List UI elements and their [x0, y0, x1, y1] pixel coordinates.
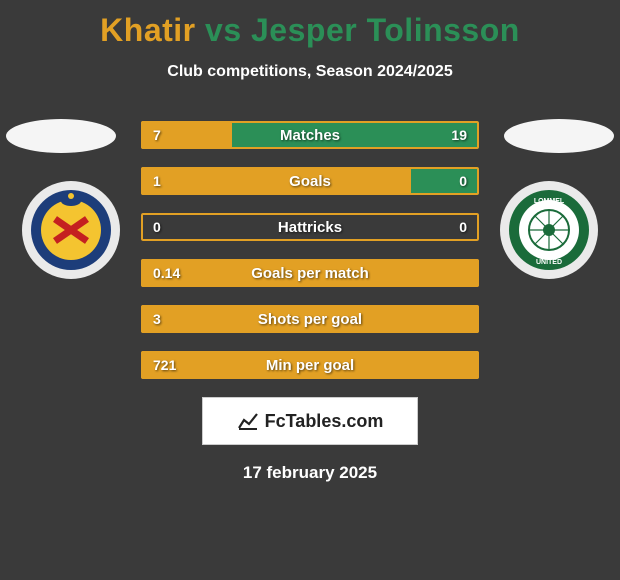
title-player1: Khatir: [100, 12, 195, 48]
stat-label: Matches: [141, 121, 479, 149]
subtitle: Club competitions, Season 2024/2025: [0, 63, 620, 81]
stat-label: Min per goal: [141, 351, 479, 379]
footer-date: 17 february 2025: [0, 463, 620, 483]
stat-value-player2: 19: [439, 121, 479, 149]
stat-value-player2: [455, 351, 479, 379]
stat-bars-container: Matches719Goals10Hattricks00Goals per ma…: [141, 121, 479, 379]
club-crest-icon: [30, 189, 112, 271]
page-title: Khatir vs Jesper Tolinsson: [0, 0, 620, 49]
stat-value-player2: 0: [447, 213, 479, 241]
stat-value-player1: 0.14: [141, 259, 192, 287]
title-player2: Jesper Tolinsson: [251, 12, 520, 48]
brand-text: FcTables.com: [265, 411, 384, 432]
player1-avatar-placeholder: [6, 119, 116, 153]
player2-club-badge: LOMMEL UNITED: [500, 181, 598, 279]
stat-value-player1: 3: [141, 305, 173, 333]
player2-avatar-placeholder: [504, 119, 614, 153]
title-vs: vs: [205, 12, 242, 48]
stat-label: Goals: [141, 167, 479, 195]
chart-icon: [237, 410, 259, 432]
stat-value-player2: [455, 259, 479, 287]
brand-footer[interactable]: FcTables.com: [202, 397, 418, 445]
stat-value-player1: 7: [141, 121, 173, 149]
player1-club-badge: [22, 181, 120, 279]
stat-row: Shots per goal3: [141, 305, 479, 333]
stat-row: Hattricks0 0: [141, 213, 479, 241]
stat-row: Goals1 0: [141, 167, 479, 195]
svg-text:LOMMEL: LOMMEL: [534, 198, 565, 205]
stat-row: Goals per match0.14: [141, 259, 479, 287]
club-crest-icon: LOMMEL UNITED: [508, 189, 590, 271]
stat-row: Matches7 19: [141, 121, 479, 149]
stat-value-player1: 721: [141, 351, 188, 379]
stat-value-player1: 1: [141, 167, 173, 195]
stat-value-player2: 0: [447, 167, 479, 195]
stat-value-player2: [455, 305, 479, 333]
stat-label: Shots per goal: [141, 305, 479, 333]
comparison-chart: LOMMEL UNITED Matches719Goals10Hattricks…: [0, 121, 620, 379]
stat-value-player1: 0: [141, 213, 173, 241]
stat-label: Hattricks: [141, 213, 479, 241]
stat-row: Min per goal721: [141, 351, 479, 379]
svg-text:UNITED: UNITED: [536, 259, 562, 266]
